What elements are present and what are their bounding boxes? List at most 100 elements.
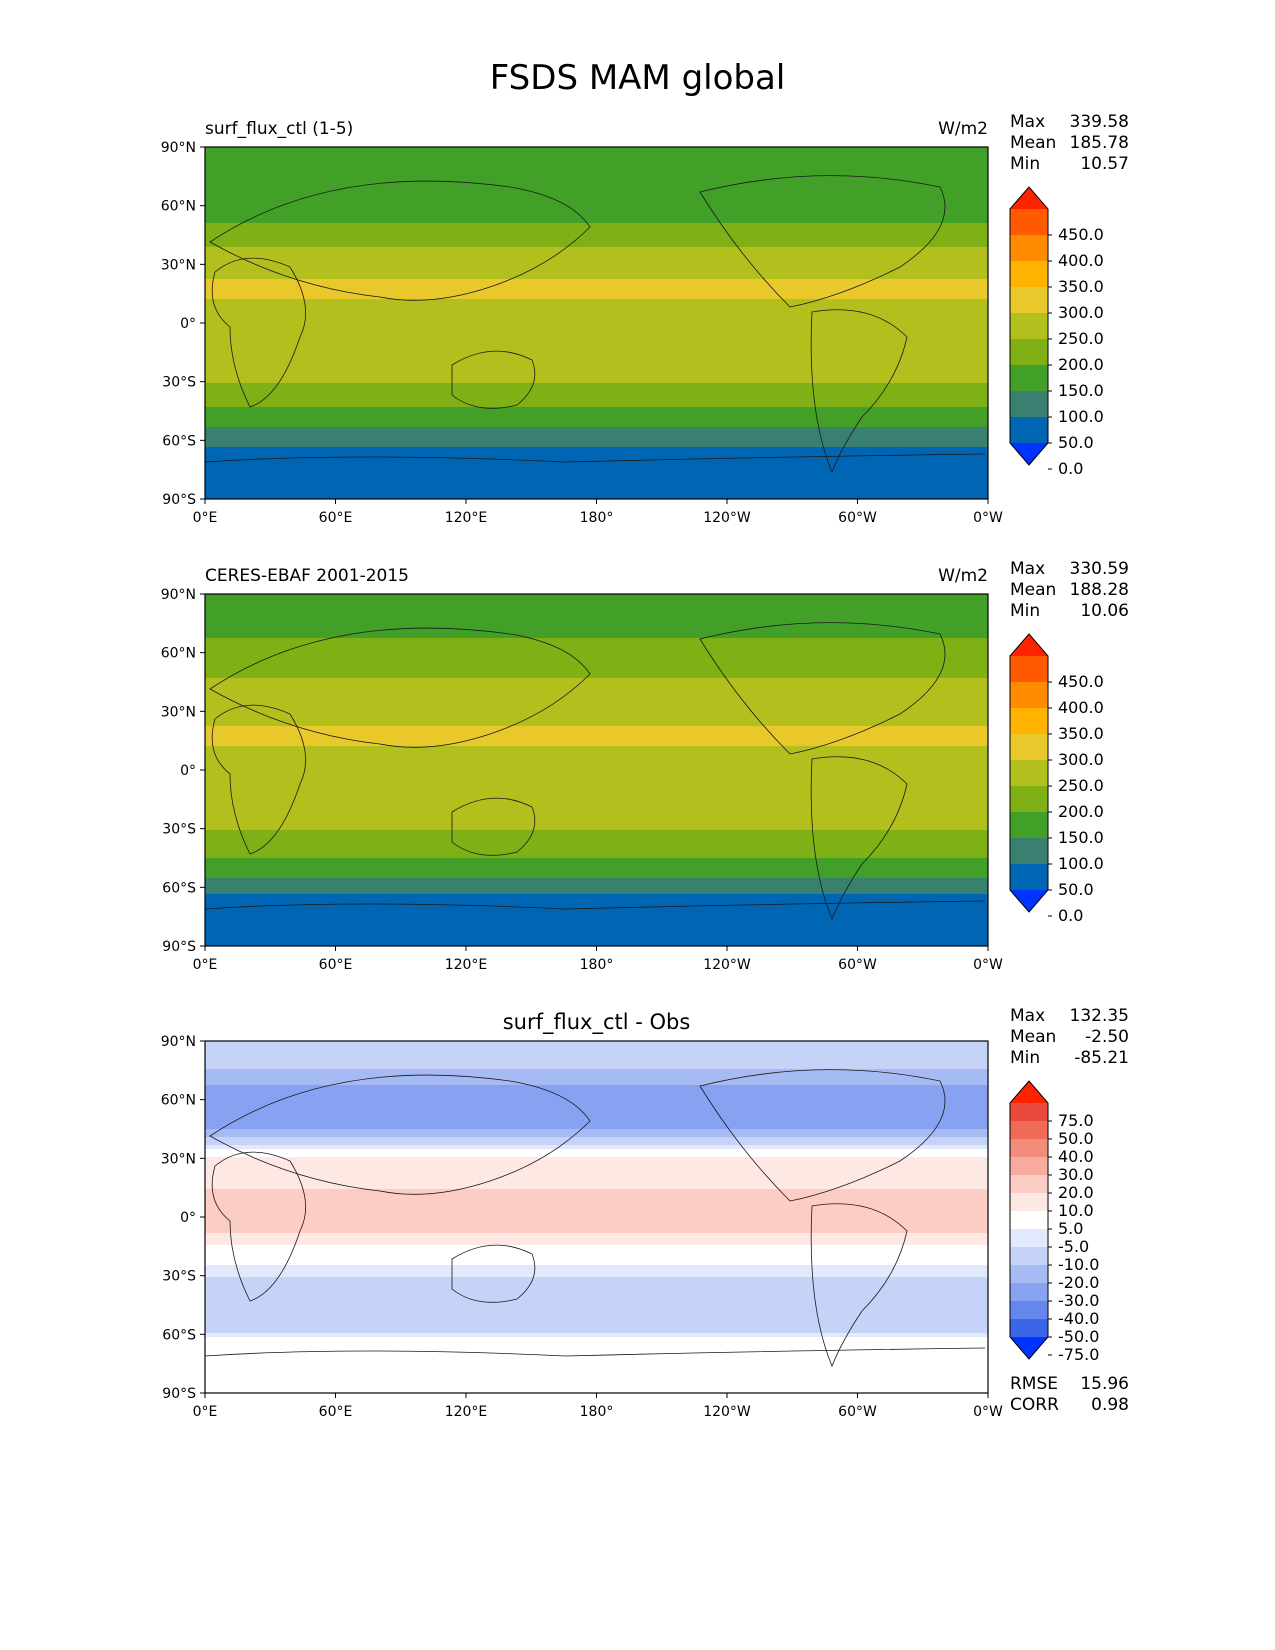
field-band [205,1229,988,1234]
y-tick-label: 30°S [162,1269,196,1285]
colorbar-segment [1010,1265,1048,1284]
colorbar-label: -75.0 [1058,1345,1099,1364]
field-band [205,894,988,899]
field-band [205,910,988,915]
field-band [205,387,988,392]
colorbar-label: -5.0 [1058,1237,1089,1256]
field-band [205,1209,988,1214]
field-band [205,299,988,304]
colorbar-label: 30.0 [1058,1165,1094,1184]
field-band [205,1093,988,1098]
field-band [205,235,988,240]
field-band [205,1101,988,1106]
field-band [205,734,988,739]
field-band [205,1369,988,1374]
field-band [205,223,988,228]
field-band [205,1321,988,1326]
field-band [205,1085,988,1090]
field-band [205,363,988,368]
x-tick-label: 60°W [838,1404,877,1420]
colorbar-label: 20.0 [1058,1183,1094,1202]
field-band [205,199,988,204]
field-band [205,922,988,927]
field-band [205,155,988,160]
field-band [205,610,988,615]
field-band [205,762,988,767]
field-band [205,395,988,400]
field-band [205,914,988,919]
field-band [205,1325,988,1330]
field-band [205,1141,988,1146]
panel-left-title: surf_flux_ctl (1-5) [205,119,353,139]
field-band [205,1341,988,1346]
field-band [205,746,988,751]
field-band [205,874,988,879]
field-band [205,1165,988,1170]
field-band [205,1281,988,1286]
colorbar-segment [1010,235,1048,262]
stat-label-mean: Mean [1010,580,1056,600]
colorbar: 450.0 400.0 350.0 300.0 250.0 200.0 150.0 100.0… [1009,186,1104,478]
y-tick-label: 90°S [162,939,196,955]
field-band [205,1285,988,1290]
field-band [205,658,988,663]
stat-value-mean: -2.50 [1085,1027,1129,1047]
field-band [205,331,988,336]
x-tick-label: 180° [580,957,614,973]
y-tick-label: 60°S [162,433,196,449]
field-band [205,714,988,719]
field-band [205,283,988,288]
field-band [205,431,988,436]
stat-value-min: 10.06 [1080,601,1129,621]
field-band [205,1245,988,1250]
field-band [205,878,988,883]
field-band [205,650,988,655]
field-band [205,263,988,268]
field-band [205,602,988,607]
field-band [205,942,988,946]
field-band [205,882,988,887]
field-band [205,427,988,432]
field-band [205,271,988,276]
field-band [205,475,988,480]
field-band [205,754,988,759]
colorbar-segment [1010,1175,1048,1194]
field-band [205,630,988,635]
coastline [205,1347,986,1357]
field-band [205,1241,988,1246]
field-band [205,1177,988,1182]
field-band [205,1201,988,1206]
field-band [205,1189,988,1194]
colorbar-extend-min [1010,1337,1048,1359]
field-band [205,487,988,492]
field-band [205,1169,988,1174]
coastline [205,900,986,910]
field-band [205,495,988,499]
colorbar: 450.0 400.0 350.0 300.0 250.0 200.0 150.0 100.0… [1009,633,1104,925]
field-band [205,203,988,208]
field-band [205,243,988,248]
coastline [699,175,946,308]
y-tick-label: 30°S [162,822,196,838]
field-band [205,251,988,256]
field-band [205,814,988,819]
field-band [205,211,988,216]
y-tick-label: 0° [180,763,196,779]
map-panel-3: 90°N 60°N 30°N 0° 30°S 60°S 90°S 0°E 60°E 120°E 18… [161,1006,1129,1420]
panel-units: W/m2 [938,119,988,139]
coastline [699,1069,946,1202]
field-band [205,1081,988,1086]
figure-title: FSDS MAM global [489,58,786,98]
field-band [205,491,988,496]
field-band [205,1265,988,1270]
stat-label-corr: CORR [1010,1395,1059,1415]
field-band [205,750,988,755]
colorbar-label: 0.0 [1058,906,1083,925]
map-field [205,147,988,499]
x-tick-label: 60°E [319,957,353,973]
field-band [205,694,988,699]
colorbar-segment [1010,1229,1048,1248]
field-band [205,798,988,803]
field-band [205,1197,988,1202]
